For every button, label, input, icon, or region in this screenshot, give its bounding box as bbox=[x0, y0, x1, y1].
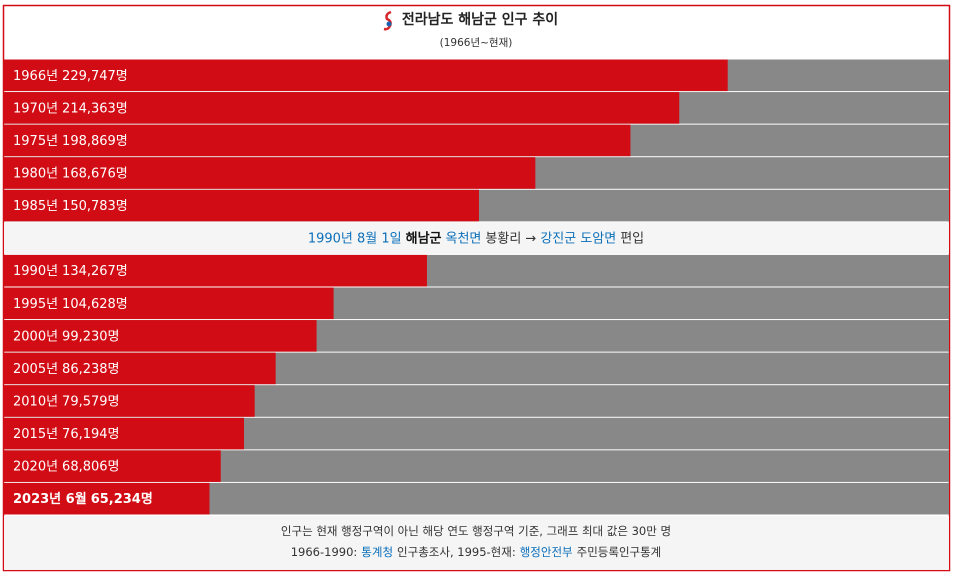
bar bbox=[4, 320, 317, 352]
category: 1990년 bbox=[13, 264, 58, 279]
bar bbox=[4, 59, 728, 92]
link: 통계청 bbox=[361, 545, 393, 559]
bar bbox=[4, 385, 255, 417]
category: 1995년 bbox=[13, 296, 58, 311]
category: 1985년 bbox=[13, 199, 58, 214]
value-label: 76,194명 bbox=[62, 427, 119, 442]
value-label: 150,783명 bbox=[62, 199, 128, 214]
bar-label: 1995년 104,628명 bbox=[13, 296, 128, 311]
bar-label: 1990년 134,267명 bbox=[13, 264, 128, 279]
text-part: 인구는 현재 행정구역이 아닌 해당 연도 행정구역 기준, 그래프 최대 값은… bbox=[281, 524, 671, 538]
bar bbox=[4, 417, 245, 450]
category: 1966년 bbox=[13, 68, 58, 83]
category: 1975년 bbox=[13, 133, 58, 148]
value-label: 104,628명 bbox=[62, 296, 128, 311]
category: 2023년 6월 bbox=[13, 491, 87, 507]
bar bbox=[4, 450, 221, 482]
rich-text: 인구는 현재 행정구역이 아닌 해당 연도 행정구역 기준, 그래프 최대 값은… bbox=[281, 524, 671, 538]
text-part: 편입 bbox=[620, 231, 644, 246]
value-label: 99,230명 bbox=[62, 329, 119, 344]
text-part: 봉황리 → bbox=[485, 231, 536, 246]
category: 2010년 bbox=[13, 394, 58, 409]
value-label: 86,238명 bbox=[62, 361, 119, 376]
link: 강진군 도암면 bbox=[540, 231, 616, 246]
bar-label: 2023년 6월 65,234명 bbox=[13, 491, 153, 507]
category: 2005년 bbox=[13, 361, 58, 376]
category: 1980년 bbox=[13, 166, 58, 181]
bar-label: 2015년 76,194명 bbox=[13, 427, 120, 442]
bar bbox=[4, 157, 536, 189]
bar-label: 2010년 79,579명 bbox=[13, 394, 120, 409]
bar bbox=[4, 92, 680, 124]
rich-text: 1990년 8월 1일 해남군 옥천면 봉황리 → 강진군 도암면 편입 bbox=[308, 230, 644, 246]
value-label: 198,869명 bbox=[62, 133, 128, 148]
link: 옥천면 bbox=[446, 231, 482, 246]
title-icon bbox=[383, 10, 392, 31]
bar-label: 1985년 150,783명 bbox=[13, 199, 128, 214]
bar bbox=[4, 352, 276, 385]
bar-label: 1966년 229,747명 bbox=[13, 68, 128, 83]
link: 1990년 8월 1일 bbox=[308, 231, 402, 246]
value-label: 134,267명 bbox=[62, 264, 128, 279]
category: 2000년 bbox=[13, 329, 58, 344]
bar-label: 2005년 86,238명 bbox=[13, 361, 120, 376]
value-label: 65,234명 bbox=[91, 491, 153, 507]
chart-subtitle: (1966년~현재) bbox=[440, 37, 513, 49]
value-label: 79,579명 bbox=[62, 394, 119, 409]
bar bbox=[4, 482, 210, 515]
bar bbox=[4, 189, 479, 222]
category: 2015년 bbox=[13, 427, 58, 442]
value-label: 68,806명 bbox=[62, 459, 119, 474]
value-label: 168,676명 bbox=[62, 166, 128, 181]
bar bbox=[4, 287, 334, 320]
bar-label: 2020년 68,806명 bbox=[13, 459, 120, 474]
text-part: 해남군 bbox=[406, 230, 442, 246]
link: 행정안전부 bbox=[520, 545, 573, 559]
chart-title: 전라남도 해남군 인구 추이 bbox=[402, 11, 558, 28]
value-label: 229,747명 bbox=[62, 68, 128, 83]
bar-label: 1975년 198,869명 bbox=[13, 133, 128, 148]
footer-bg bbox=[4, 516, 949, 570]
category: 2020년 bbox=[13, 459, 58, 474]
bar bbox=[4, 124, 631, 157]
text-part: 주민등록인구통계 bbox=[577, 545, 662, 559]
category: 1970년 bbox=[13, 101, 58, 116]
bar-label: 2000년 99,230명 bbox=[13, 329, 120, 344]
bar-label: 1980년 168,676명 bbox=[13, 166, 128, 181]
bar-label: 1970년 214,363명 bbox=[13, 101, 128, 116]
rich-text: 1966-1990: 통계청 인구총조사, 1995-현재: 행정안전부 주민등록인구통… bbox=[291, 545, 662, 559]
text-part: 1966-1990: bbox=[291, 545, 358, 559]
text-part: 인구총조사, 1995-현재: bbox=[397, 545, 516, 559]
value-label: 214,363명 bbox=[62, 101, 128, 116]
note-bg bbox=[4, 222, 949, 254]
bar bbox=[4, 254, 427, 287]
